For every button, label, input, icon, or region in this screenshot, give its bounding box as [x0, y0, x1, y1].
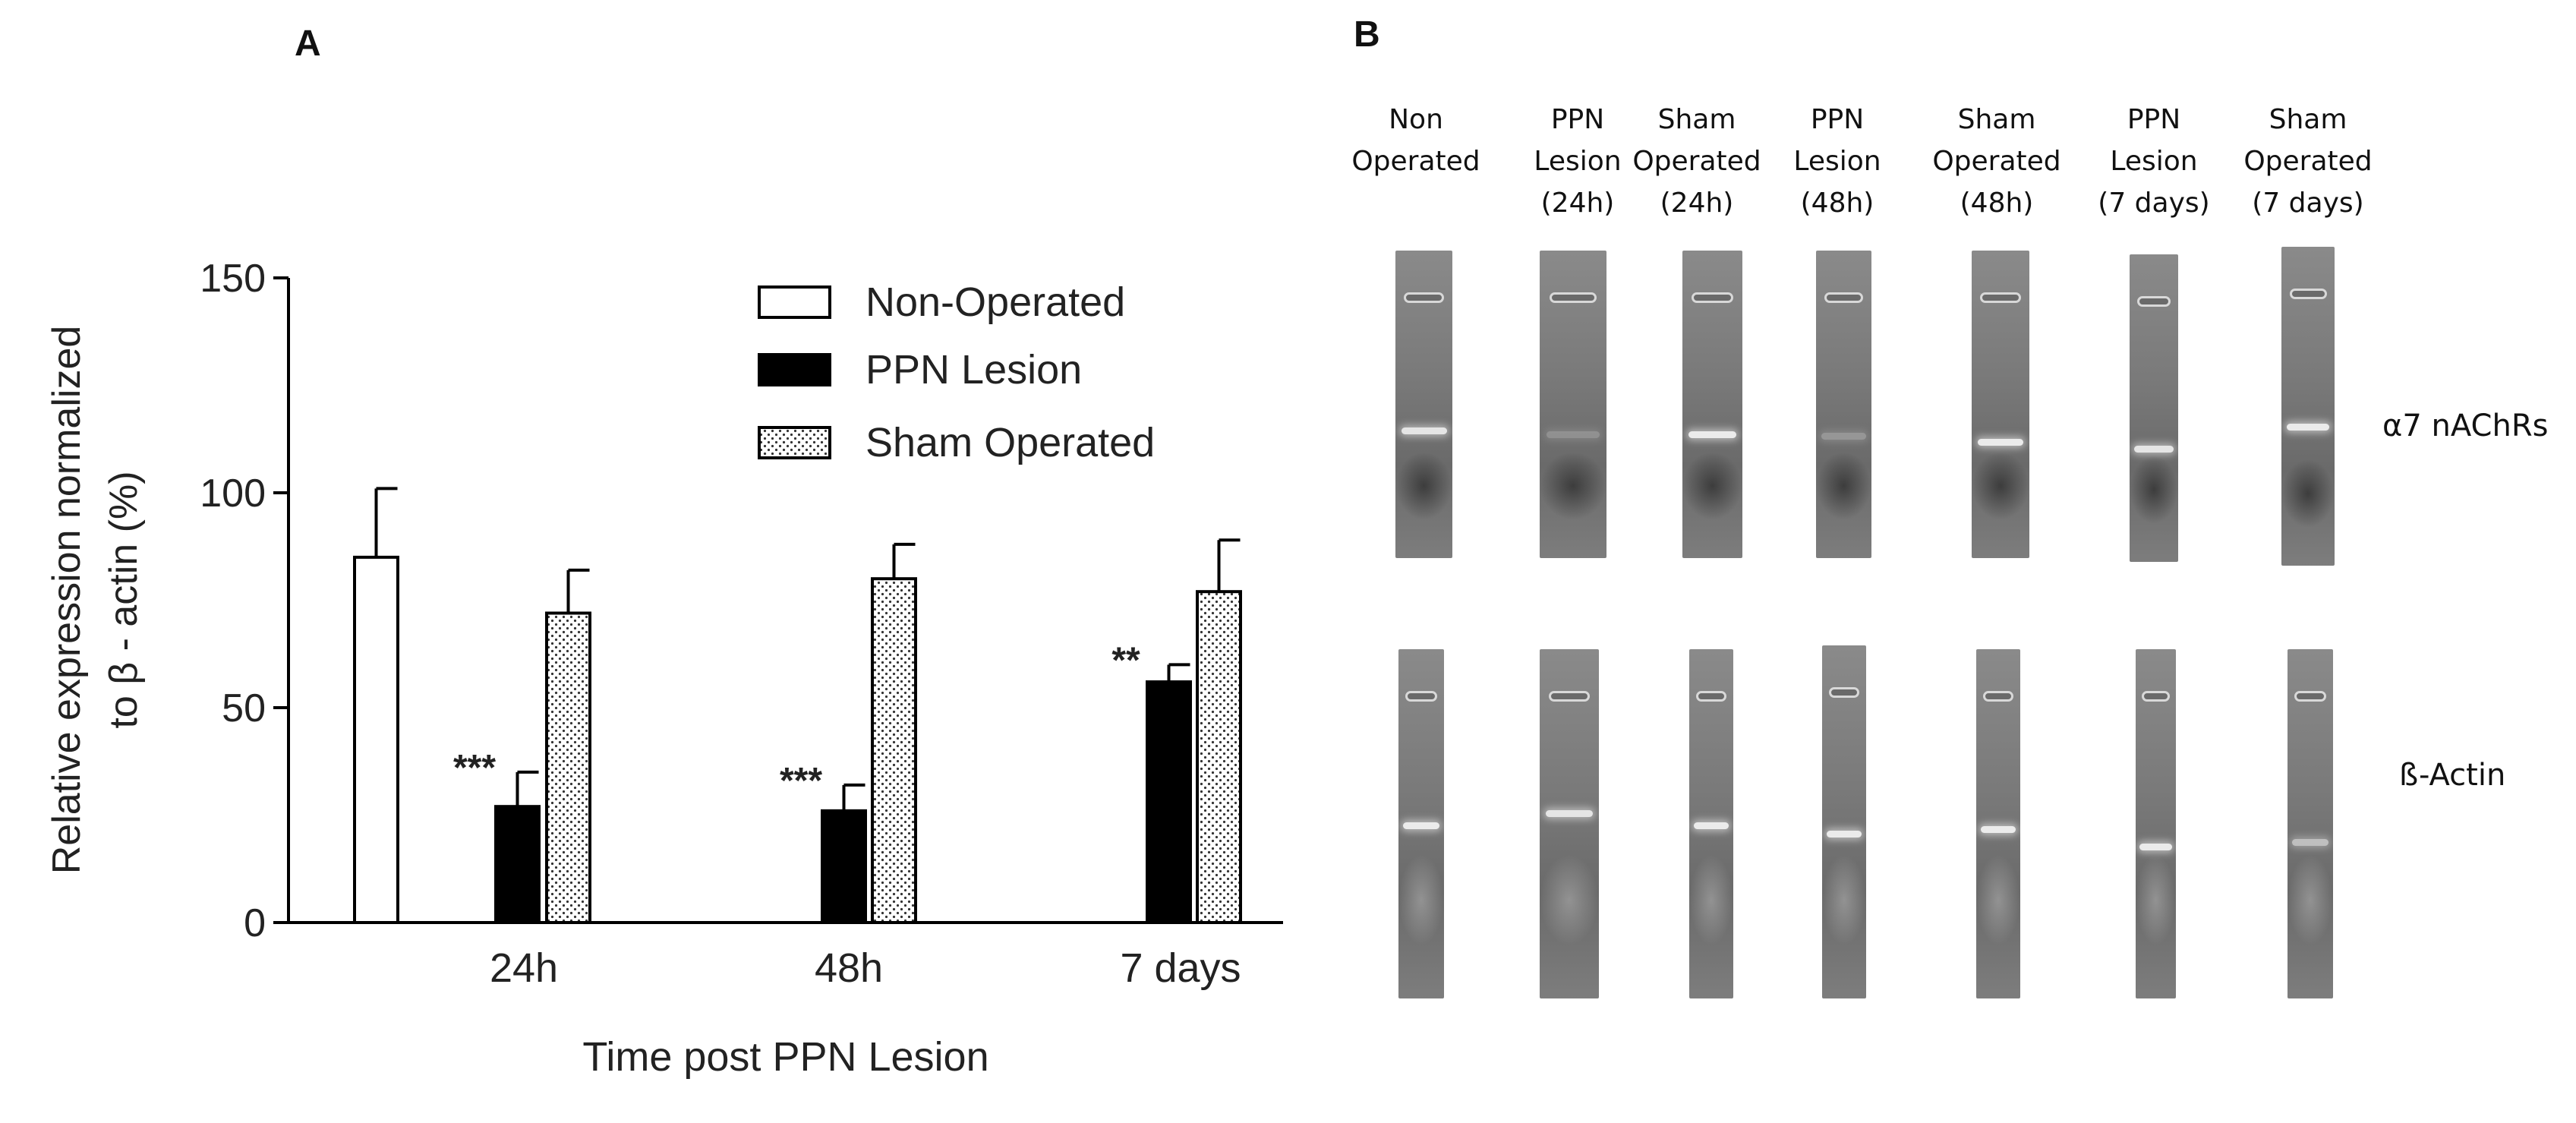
gel-band — [1693, 822, 1729, 829]
gel-well — [1824, 292, 1864, 303]
gel-band — [2287, 424, 2329, 431]
actin-lane — [1976, 649, 2020, 998]
gel-smear — [1972, 452, 2029, 520]
gel-well — [1550, 292, 1597, 303]
gel-smear — [1689, 854, 1733, 945]
alpha7-lane — [1540, 251, 1606, 558]
lane-label: Non Operated — [1351, 104, 1480, 177]
bar-sham-operated-7-days — [1196, 590, 1242, 924]
x-tick-label: 7 days — [1120, 945, 1241, 991]
gel-panel: Non Operated PPN Lesion (24h) Sham Operate… — [1336, 91, 2576, 1033]
lane-label: PPN Lesion (24h) — [1534, 104, 1622, 219]
gel-well — [2141, 691, 2171, 702]
gel-smear — [2130, 456, 2178, 524]
x-tick-label: 48h — [815, 945, 883, 991]
gel-well — [1405, 691, 1437, 702]
bar-sham-operated-48h — [871, 577, 917, 924]
gel-band — [1401, 427, 1447, 434]
alpha7-lane — [1972, 251, 2029, 558]
alpha7-lane — [1682, 251, 1742, 558]
gel-smear — [1816, 452, 1871, 520]
y-tick-label: 50 — [222, 686, 266, 730]
gel-smear — [1398, 854, 1444, 945]
bar-non-operated-24h — [353, 555, 399, 925]
gel-well — [2136, 296, 2171, 307]
legend-swatch — [758, 353, 831, 386]
actin-lane — [1540, 649, 1599, 998]
gel-smear — [1976, 854, 2020, 945]
gel-band — [1980, 826, 2016, 833]
alpha7-lane — [2281, 247, 2335, 566]
gel-band — [1977, 439, 2024, 446]
gel-band — [1403, 822, 1439, 829]
legend-swatch — [758, 285, 831, 319]
y-axis-label-line2: to β - actin (%) — [102, 471, 146, 728]
x-axis-label: Time post PPN Lesion — [582, 1034, 988, 1080]
gel-smear — [1822, 854, 1866, 945]
lane-label: PPN Lesion (7 days) — [2098, 104, 2210, 219]
gel-band — [1545, 810, 1594, 817]
gel-smear — [1540, 854, 1599, 945]
gel-well — [1404, 292, 1444, 303]
gel-smear — [2136, 854, 2176, 945]
gel-band — [1688, 431, 1737, 438]
y-axis-label-line1: Relative expression normalized — [45, 326, 89, 875]
x-tick-label: 24h — [490, 945, 558, 991]
gel-well — [2289, 289, 2327, 299]
actin-lane — [1398, 649, 1444, 998]
bar-ppn-lesion-48h — [821, 809, 867, 924]
panel-b-label: B — [1354, 14, 1380, 55]
panel-a-label: A — [295, 24, 321, 64]
gel-band — [1826, 831, 1862, 838]
actin-lane — [1689, 649, 1733, 998]
alpha7-lane — [1395, 251, 1452, 558]
bar-ppn-lesion-24h — [494, 805, 541, 925]
gel-smear — [1395, 452, 1452, 520]
gel-well — [1691, 292, 1734, 303]
alpha7-row-label: α7 nAChRs — [2382, 409, 2549, 443]
gel-band — [2134, 446, 2174, 453]
gel-band — [2292, 839, 2328, 846]
y-tick-label: 0 — [244, 901, 266, 945]
actin-lane — [2136, 649, 2176, 998]
gel-well — [1695, 691, 1727, 702]
gel-band — [1821, 433, 1866, 440]
lane-label: Sham Operated (7 days) — [2243, 104, 2373, 219]
actin-row-label: ß-Actin — [2399, 758, 2506, 793]
bar-sham-operated-24h — [545, 611, 591, 924]
lane-label: Sham Operated (24h) — [1632, 104, 1761, 219]
alpha7-lane — [2130, 254, 2178, 562]
legend-swatch — [758, 426, 831, 459]
gel-well — [1548, 691, 1591, 702]
gel-well — [1980, 292, 2021, 303]
y-tick-label: 150 — [200, 257, 266, 301]
y-tick-label: 100 — [200, 472, 266, 516]
alpha7-lane — [1816, 251, 1871, 558]
gel-smear — [1682, 452, 1742, 520]
gel-smear — [2288, 854, 2333, 945]
actin-lane — [2288, 649, 2333, 998]
significance-marker: *** — [780, 761, 822, 801]
gel-well — [1828, 687, 1860, 698]
gel-smear — [2281, 459, 2335, 528]
bar-ppn-lesion-7-days — [1146, 680, 1192, 924]
gel-smear — [1540, 452, 1606, 520]
legend-label: Non-Operated — [865, 279, 1125, 325]
lane-label: Sham Operated (48h) — [1932, 104, 2061, 219]
actin-lane — [1822, 645, 1866, 998]
lane-label: PPN Lesion (48h) — [1793, 104, 1881, 219]
gel-well — [1982, 691, 2014, 702]
significance-marker: *** — [453, 748, 496, 788]
gel-band — [2139, 844, 2172, 850]
legend-label: PPN Lesion — [865, 347, 1082, 393]
bar-chart: 0 50 100 150 Relative expression normalized… — [45, 257, 1283, 1080]
gel-well — [2294, 691, 2326, 702]
legend-label: Sham Operated — [865, 420, 1155, 465]
gel-band — [1546, 431, 1600, 438]
significance-marker: ** — [1111, 640, 1140, 680]
